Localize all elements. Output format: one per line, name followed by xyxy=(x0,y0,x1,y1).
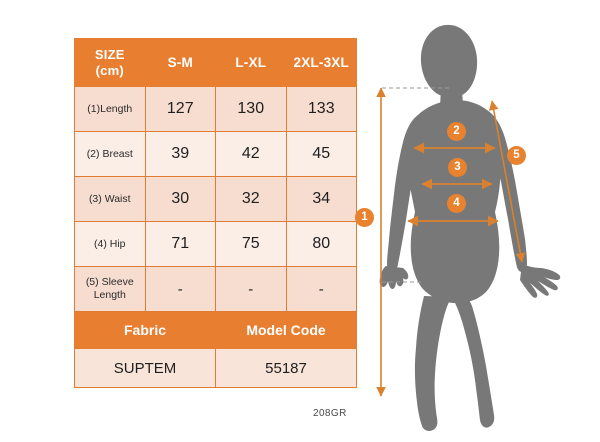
marker-3-waist: 3 xyxy=(448,158,467,177)
arrow-sleeve-length xyxy=(488,100,526,263)
cell-waist-2xl-3xl: 34 xyxy=(285,176,357,222)
cell-breast-2xl-3xl: 45 xyxy=(285,131,357,177)
header-size-label: SIZE (cm) xyxy=(74,38,146,87)
marker-4-hip: 4 xyxy=(447,194,466,213)
cell-hip-s-m: 71 xyxy=(144,221,216,267)
cell-length-s-m: 127 xyxy=(144,86,216,132)
table-row: (3) Waist 30 32 34 xyxy=(74,176,357,222)
fabric-value-row: SUPTEM 55187 xyxy=(74,348,357,388)
cell-hip-2xl-3xl: 80 xyxy=(285,221,357,267)
model-stamp: 208GR xyxy=(313,408,347,419)
table-row: (4) Hip 71 75 80 xyxy=(74,221,357,267)
row-label-sleeve-line1: (5) Sleeve xyxy=(85,276,134,289)
header-fabric: Fabric xyxy=(74,311,216,349)
header-col-2xl-3xl: 2XL-3XL xyxy=(285,38,357,87)
measurement-figure: 1 2 3 4 5 xyxy=(352,14,600,434)
header-size-line1: SIZE xyxy=(94,47,125,63)
cell-waist-s-m: 30 xyxy=(144,176,216,222)
cell-sleeve-l-xl: - xyxy=(215,266,287,312)
cell-sleeve-s-m: - xyxy=(144,266,216,312)
cell-sleeve-2xl-3xl: - xyxy=(285,266,357,312)
row-label-length: (1)Length xyxy=(74,86,146,132)
marker-5-sleeve-length: 5 xyxy=(507,146,526,165)
cell-waist-l-xl: 32 xyxy=(215,176,287,222)
cell-length-l-xl: 130 xyxy=(215,86,287,132)
figure-svg xyxy=(376,24,561,431)
row-label-sleeve-line2: Length xyxy=(93,289,126,301)
row-label-sleeve-length: (5) Sleeve Length xyxy=(74,266,146,312)
header-col-s-m: S-M xyxy=(144,38,216,87)
row-label-breast: (2) Breast xyxy=(74,131,146,177)
table-row: (2) Breast 39 42 45 xyxy=(74,131,357,177)
header-col-l-xl: L-XL xyxy=(215,38,287,87)
fabric-header-row: Fabric Model Code xyxy=(74,311,357,349)
size-chart-table: SIZE (cm) S-M L-XL 2XL-3XL (1)Length 127… xyxy=(74,38,357,388)
marker-2-breast: 2 xyxy=(447,122,466,141)
cell-breast-l-xl: 42 xyxy=(215,131,287,177)
value-fabric: SUPTEM xyxy=(74,348,216,388)
value-model-code: 55187 xyxy=(215,348,357,388)
header-model-code: Model Code xyxy=(215,311,357,349)
cell-hip-l-xl: 75 xyxy=(215,221,287,267)
header-size-line2: (cm) xyxy=(95,62,124,78)
cell-length-2xl-3xl: 133 xyxy=(285,86,357,132)
row-label-waist: (3) Waist xyxy=(74,176,146,222)
row-label-hip: (4) Hip xyxy=(74,221,146,267)
table-header-row: SIZE (cm) S-M L-XL 2XL-3XL xyxy=(74,38,357,87)
cell-breast-s-m: 39 xyxy=(144,131,216,177)
female-silhouette-icon xyxy=(379,24,561,431)
table-row: (5) Sleeve Length - - - xyxy=(74,266,357,312)
marker-1-length: 1 xyxy=(355,208,374,227)
table-row: (1)Length 127 130 133 xyxy=(74,86,357,132)
